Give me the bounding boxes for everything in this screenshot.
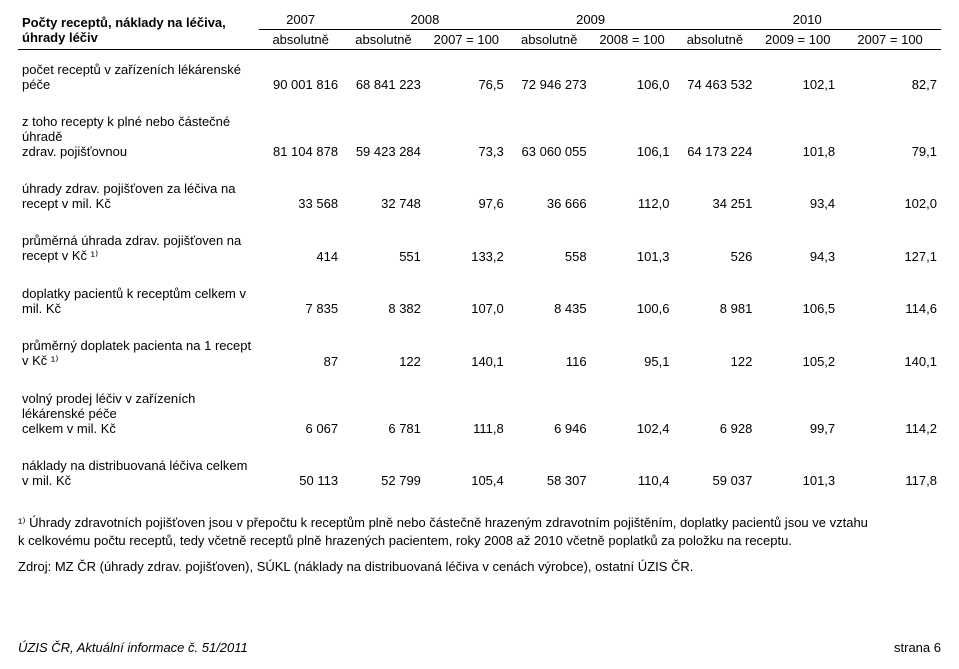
cell-value: 105,4 <box>425 456 508 490</box>
cell-value: 59 037 <box>673 456 756 490</box>
table-title: Počty receptů, náklady na léčiva, úhrady… <box>18 10 259 50</box>
table-row: z toho recepty k plné nebo částečné úhra… <box>18 112 941 161</box>
source-line: Zdroj: MZ ČR (úhrady zdrav. pojišťoven),… <box>18 559 941 574</box>
cell-value: 87 <box>259 336 342 371</box>
cell-value: 79,1 <box>839 112 941 161</box>
cell-value: 551 <box>342 231 425 266</box>
cell-value: 8 435 <box>508 284 591 318</box>
cell-value: 8 981 <box>673 284 756 318</box>
cell-value: 106,0 <box>591 60 674 94</box>
cell-value: 74 463 532 <box>673 60 756 94</box>
cell-value: 94,3 <box>756 231 839 266</box>
table-row: počet receptů v zařízeních lékárenské pé… <box>18 60 941 94</box>
subhead-abs-2: absolutně <box>342 30 425 50</box>
cell-value: 34 251 <box>673 179 756 213</box>
cell-value: 127,1 <box>839 231 941 266</box>
subhead-abs-4: absolutně <box>673 30 756 50</box>
cell-value: 106,5 <box>756 284 839 318</box>
cell-value: 122 <box>342 336 425 371</box>
cell-value: 6 946 <box>508 389 591 438</box>
cell-value: 558 <box>508 231 591 266</box>
cell-value: 140,1 <box>839 336 941 371</box>
subhead-idx-2007-b: 2007 = 100 <box>839 30 941 50</box>
row-label: počet receptů v zařízeních lékárenské pé… <box>18 60 259 94</box>
footer-left: ÚZIS ČR, Aktuální informace č. 51/2011 <box>18 640 248 655</box>
subhead-abs-3: absolutně <box>508 30 591 50</box>
cell-value: 8 382 <box>342 284 425 318</box>
footer-right: strana 6 <box>894 640 941 655</box>
cell-value: 102,0 <box>839 179 941 213</box>
cell-value: 76,5 <box>425 60 508 94</box>
cell-value: 114,6 <box>839 284 941 318</box>
cell-value: 414 <box>259 231 342 266</box>
table-row: úhrady zdrav. pojišťoven za léčiva na re… <box>18 179 941 213</box>
row-label: volný prodej léčiv v zařízeních lékárens… <box>18 389 259 438</box>
cell-value: 107,0 <box>425 284 508 318</box>
cell-value: 90 001 816 <box>259 60 342 94</box>
col-year-2009: 2009 <box>508 10 674 30</box>
cell-value: 101,3 <box>591 231 674 266</box>
footnote: ¹⁾ Úhrady zdravotních pojišťoven jsou v … <box>18 514 941 549</box>
cell-value: 105,2 <box>756 336 839 371</box>
cell-value: 114,2 <box>839 389 941 438</box>
cell-value: 102,4 <box>591 389 674 438</box>
cell-value: 68 841 223 <box>342 60 425 94</box>
table-row: doplatky pacientů k receptům celkem v mi… <box>18 284 941 318</box>
row-label: průměrný doplatek pacienta na 1 recept v… <box>18 336 259 371</box>
cell-value: 72 946 273 <box>508 60 591 94</box>
cell-value: 122 <box>673 336 756 371</box>
cell-value: 93,4 <box>756 179 839 213</box>
cell-value: 117,8 <box>839 456 941 490</box>
subhead-idx-2009: 2009 = 100 <box>756 30 839 50</box>
cell-value: 73,3 <box>425 112 508 161</box>
col-year-2007: 2007 <box>259 10 342 30</box>
table-row: volný prodej léčiv v zařízeních lékárens… <box>18 389 941 438</box>
table-row: průměrná úhrada zdrav. pojišťoven na rec… <box>18 231 941 266</box>
page-footer: ÚZIS ČR, Aktuální informace č. 51/2011 s… <box>18 640 941 655</box>
cell-value: 97,6 <box>425 179 508 213</box>
data-table: Počty receptů, náklady na léčiva, úhrady… <box>18 10 941 490</box>
cell-value: 95,1 <box>591 336 674 371</box>
cell-value: 133,2 <box>425 231 508 266</box>
cell-value: 100,6 <box>591 284 674 318</box>
cell-value: 64 173 224 <box>673 112 756 161</box>
cell-value: 99,7 <box>756 389 839 438</box>
cell-value: 7 835 <box>259 284 342 318</box>
cell-value: 32 748 <box>342 179 425 213</box>
cell-value: 58 307 <box>508 456 591 490</box>
cell-value: 59 423 284 <box>342 112 425 161</box>
col-year-2008: 2008 <box>342 10 508 30</box>
cell-value: 36 666 <box>508 179 591 213</box>
cell-value: 140,1 <box>425 336 508 371</box>
row-label: úhrady zdrav. pojišťoven za léčiva na re… <box>18 179 259 213</box>
cell-value: 111,8 <box>425 389 508 438</box>
cell-value: 102,1 <box>756 60 839 94</box>
cell-value: 50 113 <box>259 456 342 490</box>
col-year-2010: 2010 <box>673 10 941 30</box>
cell-value: 106,1 <box>591 112 674 161</box>
cell-value: 116 <box>508 336 591 371</box>
row-label: doplatky pacientů k receptům celkem v mi… <box>18 284 259 318</box>
row-label: z toho recepty k plné nebo částečné úhra… <box>18 112 259 161</box>
cell-value: 52 799 <box>342 456 425 490</box>
cell-value: 63 060 055 <box>508 112 591 161</box>
cell-value: 112,0 <box>591 179 674 213</box>
cell-value: 6 781 <box>342 389 425 438</box>
subhead-abs-1: absolutně <box>259 30 342 50</box>
cell-value: 6 067 <box>259 389 342 438</box>
row-label: náklady na distribuovaná léčiva celkem v… <box>18 456 259 490</box>
cell-value: 101,8 <box>756 112 839 161</box>
table-row: průměrný doplatek pacienta na 1 recept v… <box>18 336 941 371</box>
cell-value: 81 104 878 <box>259 112 342 161</box>
subhead-idx-2007-a: 2007 = 100 <box>425 30 508 50</box>
cell-value: 101,3 <box>756 456 839 490</box>
row-label: průměrná úhrada zdrav. pojišťoven na rec… <box>18 231 259 266</box>
cell-value: 6 928 <box>673 389 756 438</box>
cell-value: 33 568 <box>259 179 342 213</box>
cell-value: 110,4 <box>591 456 674 490</box>
cell-value: 82,7 <box>839 60 941 94</box>
cell-value: 526 <box>673 231 756 266</box>
table-row: náklady na distribuovaná léčiva celkem v… <box>18 456 941 490</box>
subhead-idx-2008: 2008 = 100 <box>591 30 674 50</box>
